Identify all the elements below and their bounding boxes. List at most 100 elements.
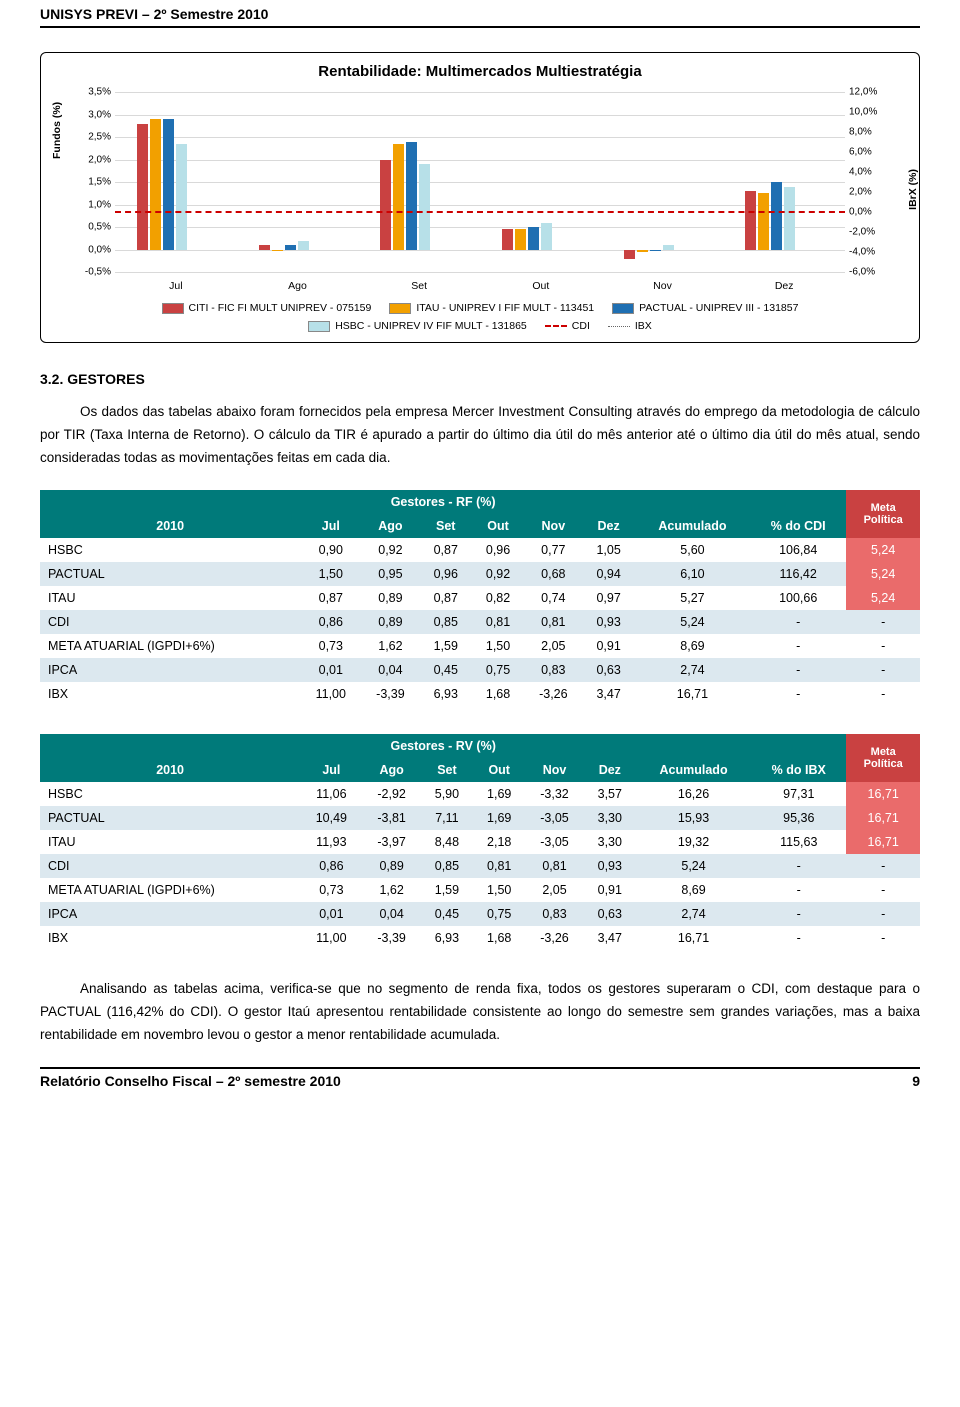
cell: 1,62 [363,878,421,902]
cell: - [750,682,846,706]
bar [380,160,391,250]
cell: 2,05 [524,634,582,658]
y-right-tick: -6,0% [849,267,897,278]
y-left-tick: 0,5% [63,222,111,233]
cell: 0,87 [420,538,472,562]
cell: 0,95 [361,562,419,586]
cell: 11,00 [300,926,362,950]
table-col: Set [421,758,473,782]
bar [502,229,513,249]
table-col: Jul [300,514,361,538]
table-col: Acumulado [635,514,750,538]
bar [137,124,148,250]
cell: 1,68 [473,926,525,950]
legend-swatch [545,325,567,327]
legend-label: CITI - FIC FI MULT UNIPREV - 075159 [189,302,372,314]
x-label: Set [358,280,480,292]
bar [528,227,539,250]
table-meta-header: MetaPolítica [846,734,920,782]
cell: 0,04 [361,658,419,682]
x-label: Jul [115,280,237,292]
cell: 0,81 [524,610,582,634]
table-col: % do IBX [751,758,846,782]
bar [758,193,769,249]
table-row: ITAU0,870,890,870,820,740,975,27100,665,… [40,586,920,610]
cell: 6,10 [635,562,750,586]
cell: 5,24 [636,854,751,878]
bar-group [259,92,337,272]
bar [176,144,187,250]
table-year: 2010 [40,758,300,782]
bar-group [380,92,458,272]
table-col: Out [473,758,525,782]
cell: 1,59 [421,878,473,902]
table-col: Set [420,514,472,538]
row-label: META ATUARIAL (IGPDI+6%) [40,634,300,658]
cell: 0,68 [524,562,582,586]
table-rv: Gestores - RV (%)MetaPolítica2010JulAgoS… [40,734,920,950]
cell: 1,69 [473,782,525,806]
table-row: CDI0,860,890,850,810,810,935,24-- [40,610,920,634]
cell: 5,27 [635,586,750,610]
cell: - [750,658,846,682]
cell: 0,92 [361,538,419,562]
bar [515,229,526,249]
row-label: ITAU [40,830,300,854]
cell: 8,48 [421,830,473,854]
cell: 2,74 [635,658,750,682]
cell: -3,26 [525,926,583,950]
y-left-tick: 0,0% [63,244,111,255]
table-col: Nov [525,758,583,782]
table-title: Gestores - RV (%) [40,734,846,758]
cell: 0,82 [472,586,524,610]
legend-label: IBX [635,320,652,332]
cell: 95,36 [751,806,846,830]
cell: 3,47 [584,926,636,950]
cell: 106,84 [750,538,846,562]
cell: -3,81 [363,806,421,830]
chart-area: Fundos (%) IBrX (%) 3,5%3,0%2,5%2,0%1,5%… [57,84,903,294]
legend-swatch [389,303,411,314]
cell: 10,49 [300,806,362,830]
cell: 0,86 [300,610,361,634]
cell: 0,04 [363,902,421,926]
chart-plot [115,92,845,272]
table-row: META ATUARIAL (IGPDI+6%)0,731,621,591,50… [40,878,920,902]
cell: 0,73 [300,634,361,658]
cell: 0,89 [361,586,419,610]
cell: -3,39 [363,926,421,950]
y-right-tick: 8,0% [849,127,897,138]
cell: 0,89 [361,610,419,634]
cell: 1,68 [472,682,524,706]
row-label: META ATUARIAL (IGPDI+6%) [40,878,300,902]
table-row: CDI0,860,890,850,810,810,935,24-- [40,854,920,878]
row-label: PACTUAL [40,562,300,586]
y-left-tick: 1,0% [63,199,111,210]
meta-cell: 16,71 [846,782,920,806]
meta-cell: 16,71 [846,806,920,830]
cell: 15,93 [636,806,751,830]
bar [150,119,161,250]
row-label: IBX [40,926,300,950]
table-row: PACTUAL1,500,950,960,920,680,946,10116,4… [40,562,920,586]
y-right-tick: 4,0% [849,167,897,178]
cell: 3,57 [584,782,636,806]
table-col: Dez [584,758,636,782]
legend-swatch [308,321,330,332]
chart-legend: CITI - FIC FI MULT UNIPREV - 075159ITAU … [57,302,903,332]
cell: 0,75 [472,658,524,682]
paragraph-gestores: Os dados das tabelas abaixo foram fornec… [40,401,920,470]
cell: 1,50 [472,634,524,658]
cell: - [751,878,846,902]
y-left-tick: 1,5% [63,177,111,188]
cell: 0,63 [584,902,636,926]
cell: 0,85 [420,610,472,634]
meta-cell: 5,24 [846,538,920,562]
cell: 0,91 [584,878,636,902]
cell: 100,66 [750,586,846,610]
bar [272,250,283,251]
table-col: Out [472,514,524,538]
y-left-tick: 2,5% [63,132,111,143]
cell: 0,74 [524,586,582,610]
cell: 0,94 [583,562,635,586]
